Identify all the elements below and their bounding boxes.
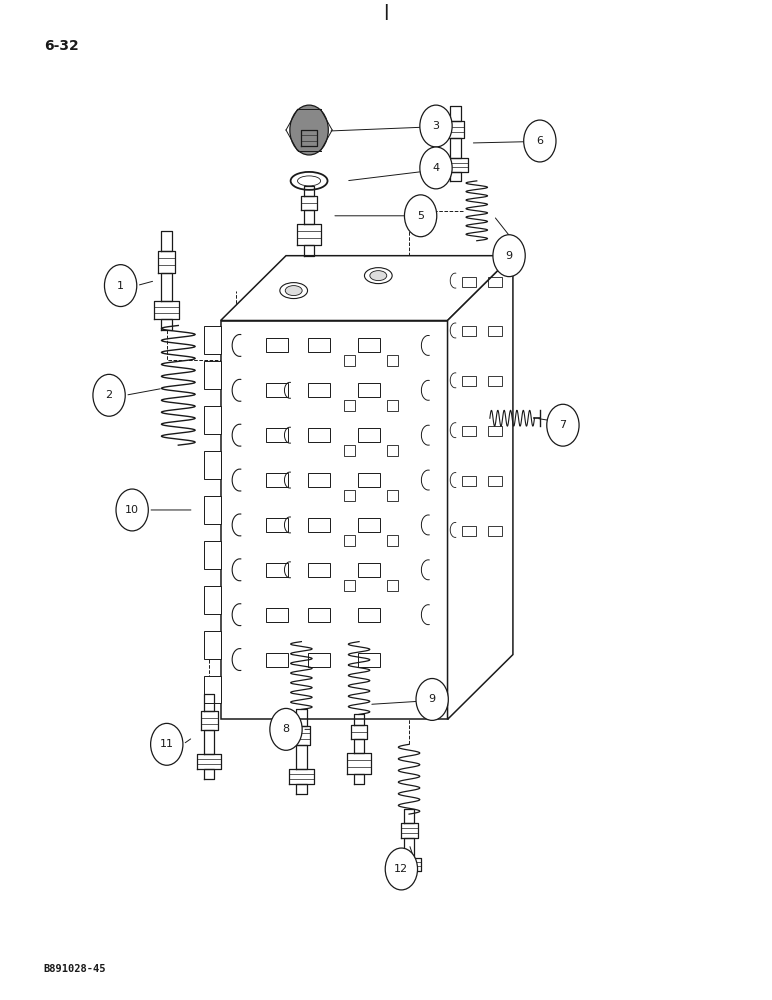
Bar — [266, 563, 287, 577]
Text: 7: 7 — [560, 420, 567, 430]
Text: 5: 5 — [417, 211, 424, 221]
Bar — [462, 277, 476, 287]
Polygon shape — [204, 676, 221, 703]
Bar — [387, 445, 398, 456]
Bar — [358, 428, 380, 442]
Bar — [308, 473, 330, 487]
Polygon shape — [204, 496, 221, 524]
Text: 3: 3 — [432, 121, 439, 131]
Ellipse shape — [285, 286, 302, 296]
Bar — [266, 428, 287, 442]
Circle shape — [151, 723, 183, 765]
Circle shape — [416, 679, 449, 720]
Bar — [344, 580, 355, 591]
Bar — [358, 518, 380, 532]
Polygon shape — [204, 361, 221, 389]
Bar — [462, 426, 476, 436]
Bar — [358, 653, 380, 667]
Bar — [488, 476, 502, 486]
Text: 9: 9 — [428, 694, 435, 704]
Bar — [488, 376, 502, 386]
Bar — [387, 535, 398, 546]
Polygon shape — [221, 256, 513, 320]
Bar — [462, 476, 476, 486]
Text: 6-32: 6-32 — [44, 39, 79, 53]
Circle shape — [116, 489, 148, 531]
Bar — [344, 490, 355, 501]
Bar — [308, 653, 330, 667]
Bar — [308, 383, 330, 397]
Bar — [308, 608, 330, 622]
Bar — [344, 355, 355, 366]
Text: |: | — [383, 4, 389, 20]
Circle shape — [93, 374, 125, 416]
Ellipse shape — [364, 268, 392, 284]
Bar — [266, 338, 287, 352]
Polygon shape — [204, 406, 221, 434]
Polygon shape — [204, 451, 221, 479]
Circle shape — [420, 105, 452, 147]
Bar — [308, 428, 330, 442]
Bar — [344, 400, 355, 411]
Bar — [308, 338, 330, 352]
Circle shape — [493, 235, 525, 277]
Polygon shape — [448, 256, 513, 719]
Bar — [462, 376, 476, 386]
Bar — [358, 563, 380, 577]
Bar — [387, 490, 398, 501]
Polygon shape — [221, 320, 448, 719]
Bar — [387, 580, 398, 591]
Polygon shape — [204, 586, 221, 614]
Text: 10: 10 — [125, 505, 139, 515]
Text: 2: 2 — [106, 390, 113, 400]
Bar — [358, 608, 380, 622]
Text: 12: 12 — [394, 864, 408, 874]
Text: 6: 6 — [537, 136, 543, 146]
Bar — [488, 526, 502, 536]
Bar — [462, 326, 476, 336]
Circle shape — [290, 105, 328, 155]
Circle shape — [523, 120, 556, 162]
Ellipse shape — [370, 271, 387, 281]
Circle shape — [420, 147, 452, 189]
Text: 11: 11 — [160, 739, 174, 749]
Circle shape — [270, 708, 302, 750]
Bar — [308, 518, 330, 532]
Polygon shape — [204, 326, 221, 354]
Text: 4: 4 — [432, 163, 439, 173]
Bar — [387, 400, 398, 411]
Bar — [488, 326, 502, 336]
Bar — [266, 383, 287, 397]
Bar — [358, 383, 380, 397]
Polygon shape — [204, 541, 221, 569]
Bar — [344, 535, 355, 546]
Text: 9: 9 — [506, 251, 513, 261]
Bar — [266, 518, 287, 532]
Bar — [488, 426, 502, 436]
Bar — [266, 653, 287, 667]
Bar — [266, 608, 287, 622]
Bar — [358, 473, 380, 487]
Text: 1: 1 — [117, 281, 124, 291]
Bar — [266, 473, 287, 487]
Circle shape — [385, 848, 418, 890]
Text: 8: 8 — [283, 724, 290, 734]
Bar — [344, 445, 355, 456]
Bar — [308, 563, 330, 577]
Bar — [387, 355, 398, 366]
Bar — [462, 526, 476, 536]
Bar — [488, 277, 502, 287]
Circle shape — [547, 404, 579, 446]
Circle shape — [405, 195, 437, 237]
Ellipse shape — [279, 283, 307, 299]
Circle shape — [104, 265, 137, 307]
Polygon shape — [204, 631, 221, 659]
Text: B891028-45: B891028-45 — [44, 964, 107, 974]
Bar — [358, 338, 380, 352]
